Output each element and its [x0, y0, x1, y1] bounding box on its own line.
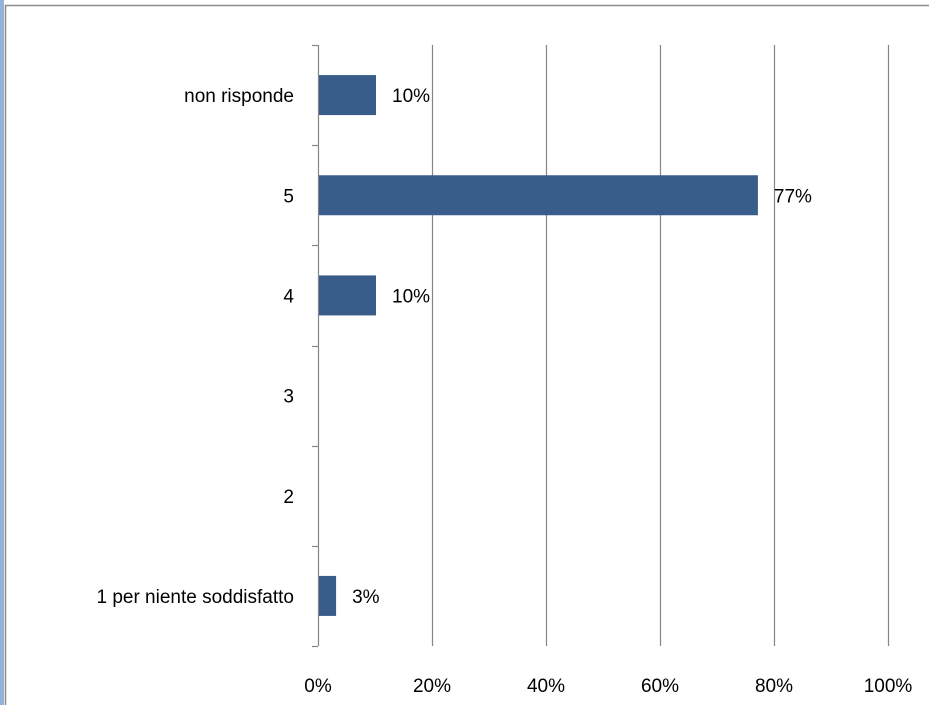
data-labels: 3% 10% 77% 10%: [352, 86, 812, 608]
chart-frame: [4, 4, 929, 705]
category-label: 1 per niente soddisfatto: [96, 587, 294, 608]
bar: [319, 75, 376, 116]
category-label: 4: [283, 286, 294, 307]
category-labels: 1 per niente soddisfatto 2 3 4 5 non risponde: [96, 86, 294, 608]
x-tick-labels: 0% 20% 40% 60% 80% 100%: [304, 676, 912, 697]
data-label: 10%: [392, 86, 430, 107]
bar: [319, 275, 376, 316]
left-accent-border: [0, 0, 4, 705]
category-label: 2: [283, 487, 294, 508]
x-tick-label: 80%: [755, 676, 793, 697]
bar: [319, 175, 758, 216]
bars: [319, 75, 758, 616]
x-tick-label: 40%: [527, 676, 565, 697]
x-tick-label: 100%: [864, 676, 913, 697]
x-tick-label: 60%: [641, 676, 679, 697]
category-label: non risponde: [184, 86, 294, 107]
data-label: 3%: [352, 587, 380, 608]
category-axis: [312, 44, 320, 648]
x-tick-label: 20%: [413, 676, 451, 697]
category-label: 5: [283, 186, 294, 207]
data-label: 77%: [774, 186, 812, 207]
data-label: 10%: [392, 286, 430, 307]
x-tick-label: 0%: [304, 676, 332, 697]
category-label: 3: [283, 387, 294, 408]
gridlines: [431, 45, 890, 646]
bar: [319, 575, 337, 616]
